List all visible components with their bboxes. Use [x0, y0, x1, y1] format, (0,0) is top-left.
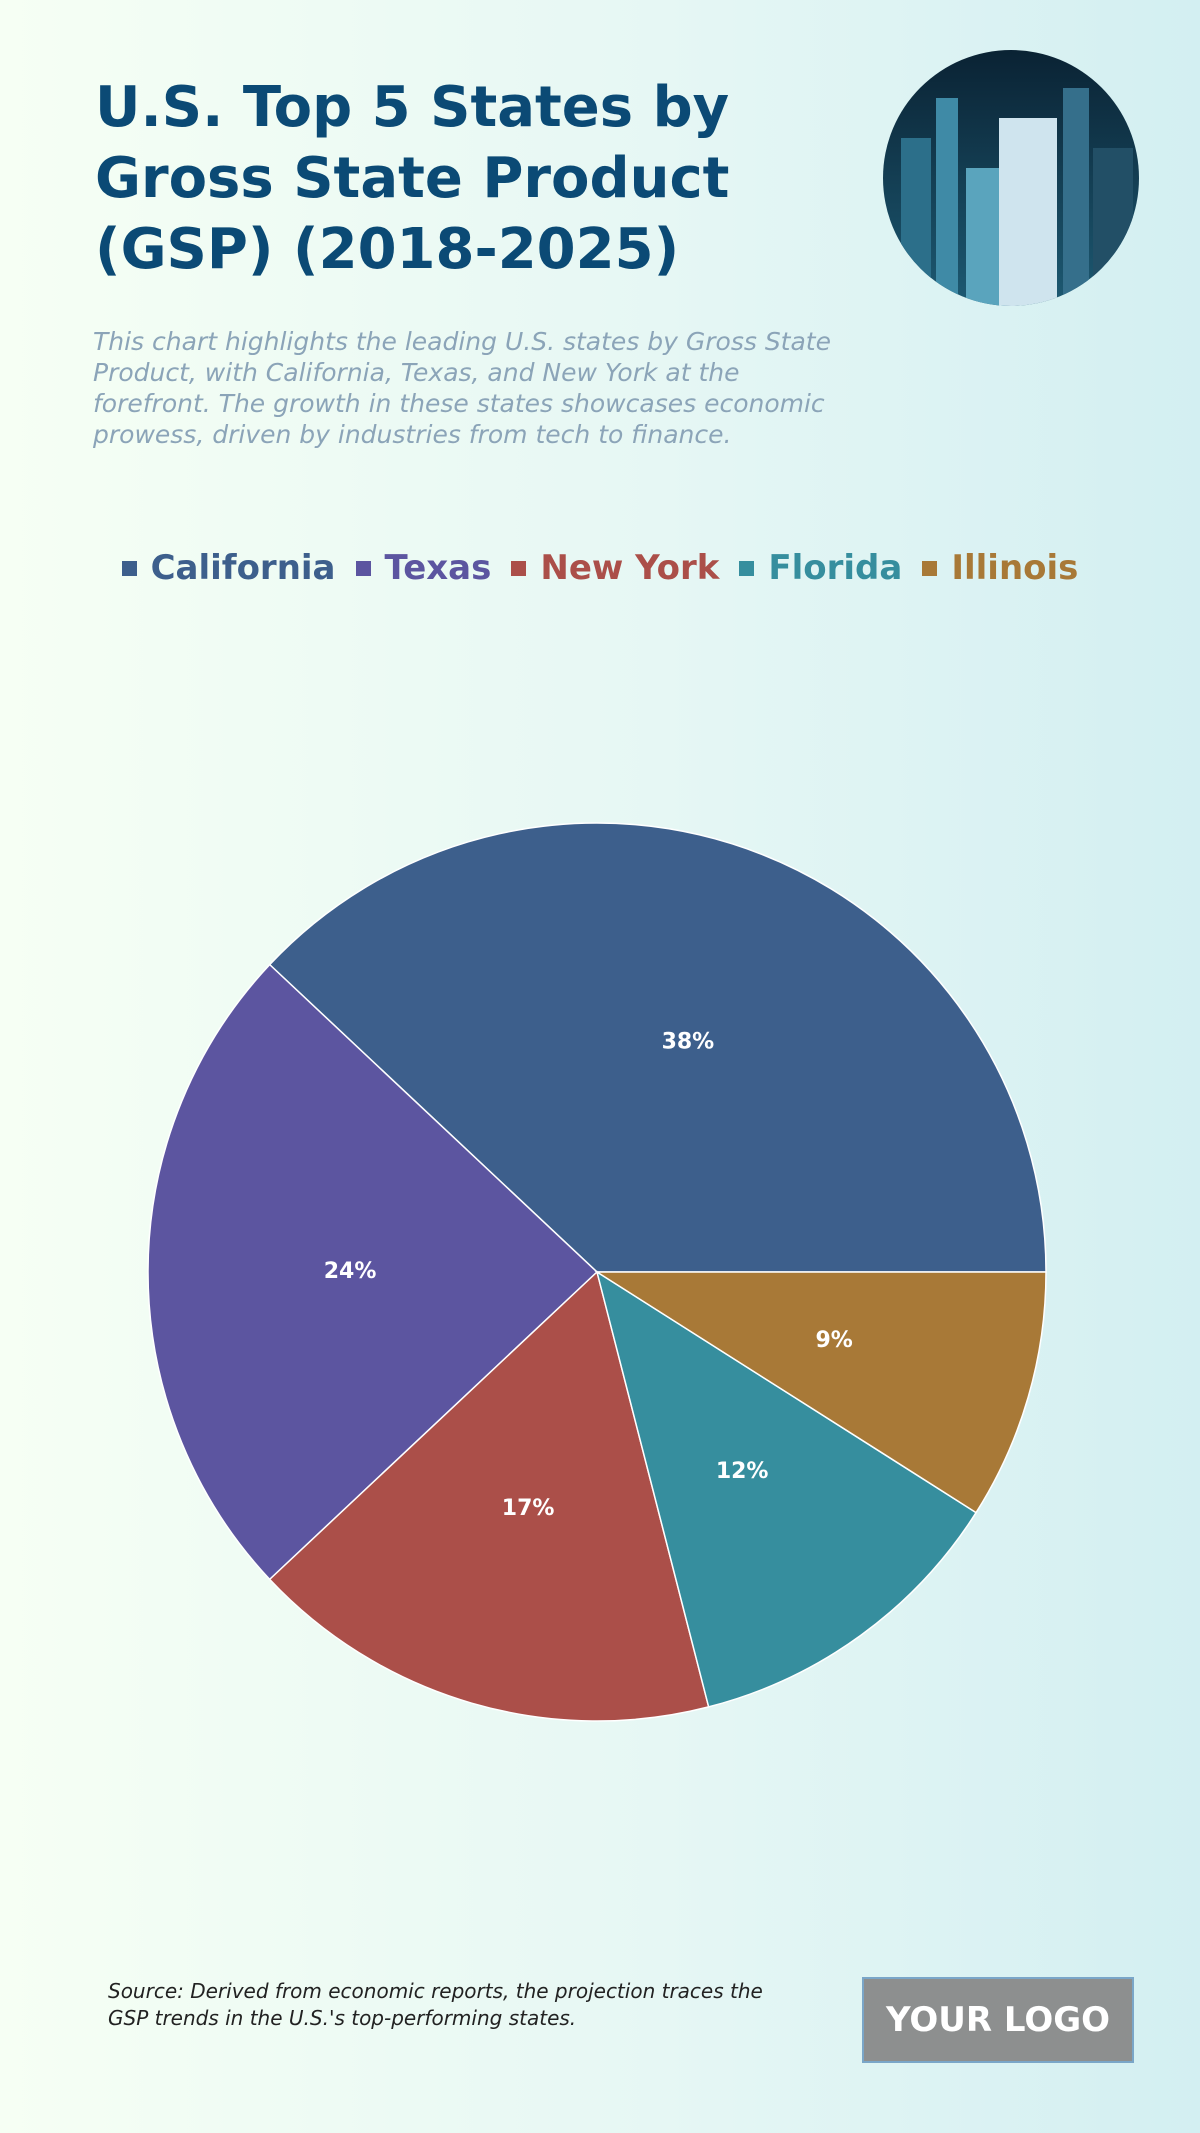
city-photo [883, 50, 1139, 306]
pie-slice [594, 1271, 1047, 1514]
slice-label: 12% [716, 1459, 769, 1484]
legend-swatch [739, 560, 755, 576]
legend-item: Texas [355, 548, 492, 588]
slice-label: 38% [662, 1029, 715, 1054]
legend-swatch [922, 560, 938, 576]
pie-slice [268, 822, 1047, 1273]
legend-item: New York [511, 548, 719, 588]
legend-label: New York [540, 548, 720, 588]
legend-label: Illinois [951, 548, 1079, 588]
slice-label: 9% [815, 1328, 852, 1353]
legend-item: Illinois [922, 548, 1078, 588]
source-note: Source: Derived from economic reports, t… [108, 1979, 763, 2030]
legend-swatch [511, 560, 527, 576]
pie-slice [268, 1270, 710, 1722]
logo: YOUR LOGO [862, 1977, 1134, 2063]
pie-slice [147, 963, 599, 1581]
legend-label: Texas [384, 548, 492, 588]
legend-label: Florida [768, 548, 903, 588]
legend-swatch [121, 560, 137, 576]
pie-chart: 38% 24% 17% 12% 9% [147, 822, 1047, 1722]
legend-swatch [355, 560, 371, 576]
legend: California Texas New York Florida Illinois [0, 548, 1200, 588]
legend-label: California [150, 548, 336, 588]
slice-label: 17% [502, 1496, 555, 1521]
chart-subtitle: This chart highlights the leading U.S. s… [93, 327, 831, 449]
legend-item: Florida [739, 548, 902, 588]
slice-label: 24% [324, 1259, 377, 1284]
legend-item: California [121, 548, 336, 588]
pie-slice [595, 1270, 978, 1708]
chart-title: U.S. Top 5 States by Gross State Product… [95, 75, 730, 282]
